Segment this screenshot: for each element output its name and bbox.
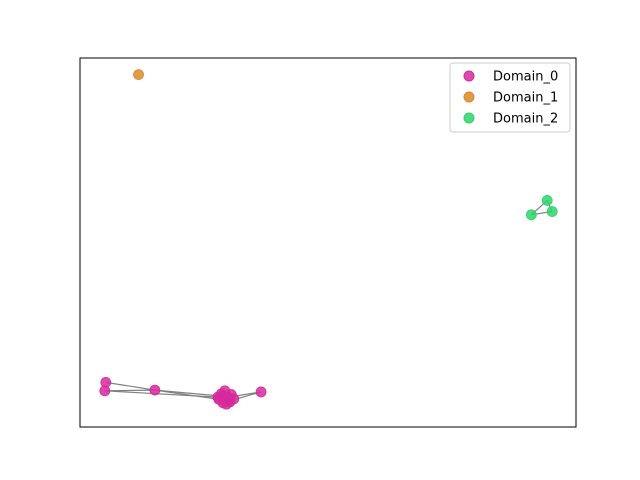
point-layer	[99, 69, 558, 410]
point-domain-0-3	[255, 386, 267, 398]
edge-line-4	[104, 390, 224, 399]
point-domain-0-1	[99, 385, 111, 397]
point-domain-0-2	[149, 384, 161, 396]
legend-box	[449, 62, 571, 133]
legend-label-2: Domain_2	[493, 112, 558, 127]
edge-line-0	[105, 381, 155, 391]
legend-label-0: Domain_0	[493, 70, 558, 85]
point-domain-1-0	[133, 69, 144, 81]
point-domain-0-15	[222, 392, 234, 403]
legend-marker-0	[463, 70, 475, 82]
point-domain-2-0	[541, 195, 553, 206]
legend-label-1: Domain_1	[493, 91, 558, 106]
plot-frame	[79, 57, 577, 428]
point-domain-2-1	[546, 206, 558, 217]
legend-marker-1	[463, 91, 475, 103]
legend-marker-2	[463, 112, 475, 124]
point-domain-2-2	[525, 209, 537, 221]
legend: Domain_0 Domain_1 Domain_2	[449, 62, 571, 133]
